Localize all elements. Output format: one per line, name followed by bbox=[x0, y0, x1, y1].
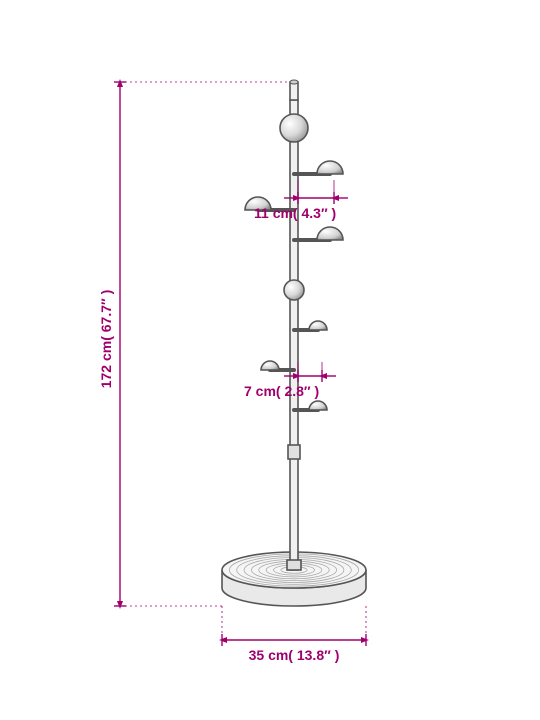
height-label: 172 cm( 67.7″ ) bbox=[98, 290, 114, 389]
hook bbox=[294, 227, 343, 240]
hook bbox=[294, 321, 327, 330]
top-ball bbox=[280, 114, 308, 142]
base-width-label: 35 cm( 13.8″ ) bbox=[249, 647, 340, 663]
pole bbox=[287, 80, 301, 570]
hook bbox=[294, 401, 327, 410]
hook-small-label: 7 cm( 2.8″ ) bbox=[244, 383, 319, 399]
hook-large-label: 11 cm( 4.3″ ) bbox=[254, 205, 336, 221]
hook bbox=[261, 361, 294, 370]
dimension-drawing: 172 cm( 67.7″ ) 35 cm( 13.8″ ) 11 cm( 4.3″… bbox=[0, 0, 540, 720]
hook bbox=[294, 161, 343, 174]
mid-ball bbox=[284, 280, 304, 300]
